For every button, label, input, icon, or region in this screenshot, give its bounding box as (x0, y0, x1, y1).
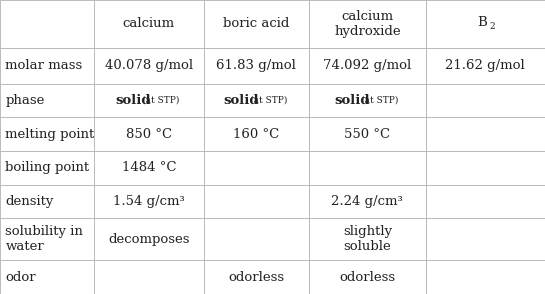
Bar (426, 260, 545, 294)
Bar (426, 0, 545, 48)
Text: (at STP): (at STP) (250, 96, 287, 105)
Bar (309, 48, 426, 83)
Text: calcium: calcium (123, 17, 175, 30)
Bar (309, 151, 426, 185)
Bar (0, 260, 94, 294)
Bar (309, 185, 426, 218)
Bar (94, 218, 204, 260)
Text: solid: solid (334, 94, 370, 107)
Text: 1484 °C: 1484 °C (122, 161, 176, 174)
Text: 21.62 g/mol: 21.62 g/mol (445, 59, 525, 72)
Text: 2: 2 (489, 22, 495, 31)
Bar (0, 185, 94, 218)
Bar (94, 0, 204, 48)
Bar (94, 260, 204, 294)
Text: (at STP): (at STP) (361, 96, 398, 105)
Text: B: B (477, 16, 487, 29)
Text: odorless: odorless (340, 271, 395, 284)
Text: slightly
soluble: slightly soluble (343, 225, 392, 253)
Bar (204, 151, 309, 185)
Bar (94, 83, 204, 117)
Bar (426, 83, 545, 117)
Bar (204, 260, 309, 294)
Text: melting point: melting point (5, 128, 95, 141)
Bar (0, 218, 94, 260)
Bar (94, 185, 204, 218)
Bar (309, 218, 426, 260)
Text: 40.078 g/mol: 40.078 g/mol (105, 59, 193, 72)
Text: odor: odor (5, 271, 36, 284)
Bar (204, 117, 309, 151)
Bar (426, 48, 545, 83)
Bar (0, 117, 94, 151)
Text: solubility in
water: solubility in water (5, 225, 83, 253)
Bar (426, 218, 545, 260)
Bar (94, 48, 204, 83)
Text: odorless: odorless (228, 271, 284, 284)
Text: 160 °C: 160 °C (233, 128, 280, 141)
Bar (204, 0, 309, 48)
Bar (204, 218, 309, 260)
Text: calcium
hydroxide: calcium hydroxide (334, 10, 401, 38)
Text: (at STP): (at STP) (142, 96, 179, 105)
Text: solid: solid (223, 94, 259, 107)
Text: phase: phase (5, 94, 45, 107)
Text: 61.83 g/mol: 61.83 g/mol (216, 59, 296, 72)
Bar (0, 151, 94, 185)
Text: decomposes: decomposes (108, 233, 190, 246)
Bar (309, 0, 426, 48)
Text: solid: solid (116, 94, 152, 107)
Text: boric acid: boric acid (223, 17, 289, 30)
Bar (94, 151, 204, 185)
Bar (426, 117, 545, 151)
Bar (0, 48, 94, 83)
Bar (0, 83, 94, 117)
Text: 550 °C: 550 °C (344, 128, 390, 141)
Text: 850 °C: 850 °C (126, 128, 172, 141)
Bar (0, 0, 94, 48)
Bar (204, 48, 309, 83)
Bar (309, 83, 426, 117)
Bar (309, 260, 426, 294)
Bar (94, 117, 204, 151)
Text: 2.24 g/cm³: 2.24 g/cm³ (331, 195, 403, 208)
Bar (426, 151, 545, 185)
Text: density: density (5, 195, 54, 208)
Text: boiling point: boiling point (5, 161, 89, 174)
Bar (204, 185, 309, 218)
Text: molar mass: molar mass (5, 59, 83, 72)
Bar (204, 83, 309, 117)
Bar (309, 117, 426, 151)
Bar (426, 185, 545, 218)
Text: 1.54 g/cm³: 1.54 g/cm³ (113, 195, 185, 208)
Text: 74.092 g/mol: 74.092 g/mol (323, 59, 411, 72)
